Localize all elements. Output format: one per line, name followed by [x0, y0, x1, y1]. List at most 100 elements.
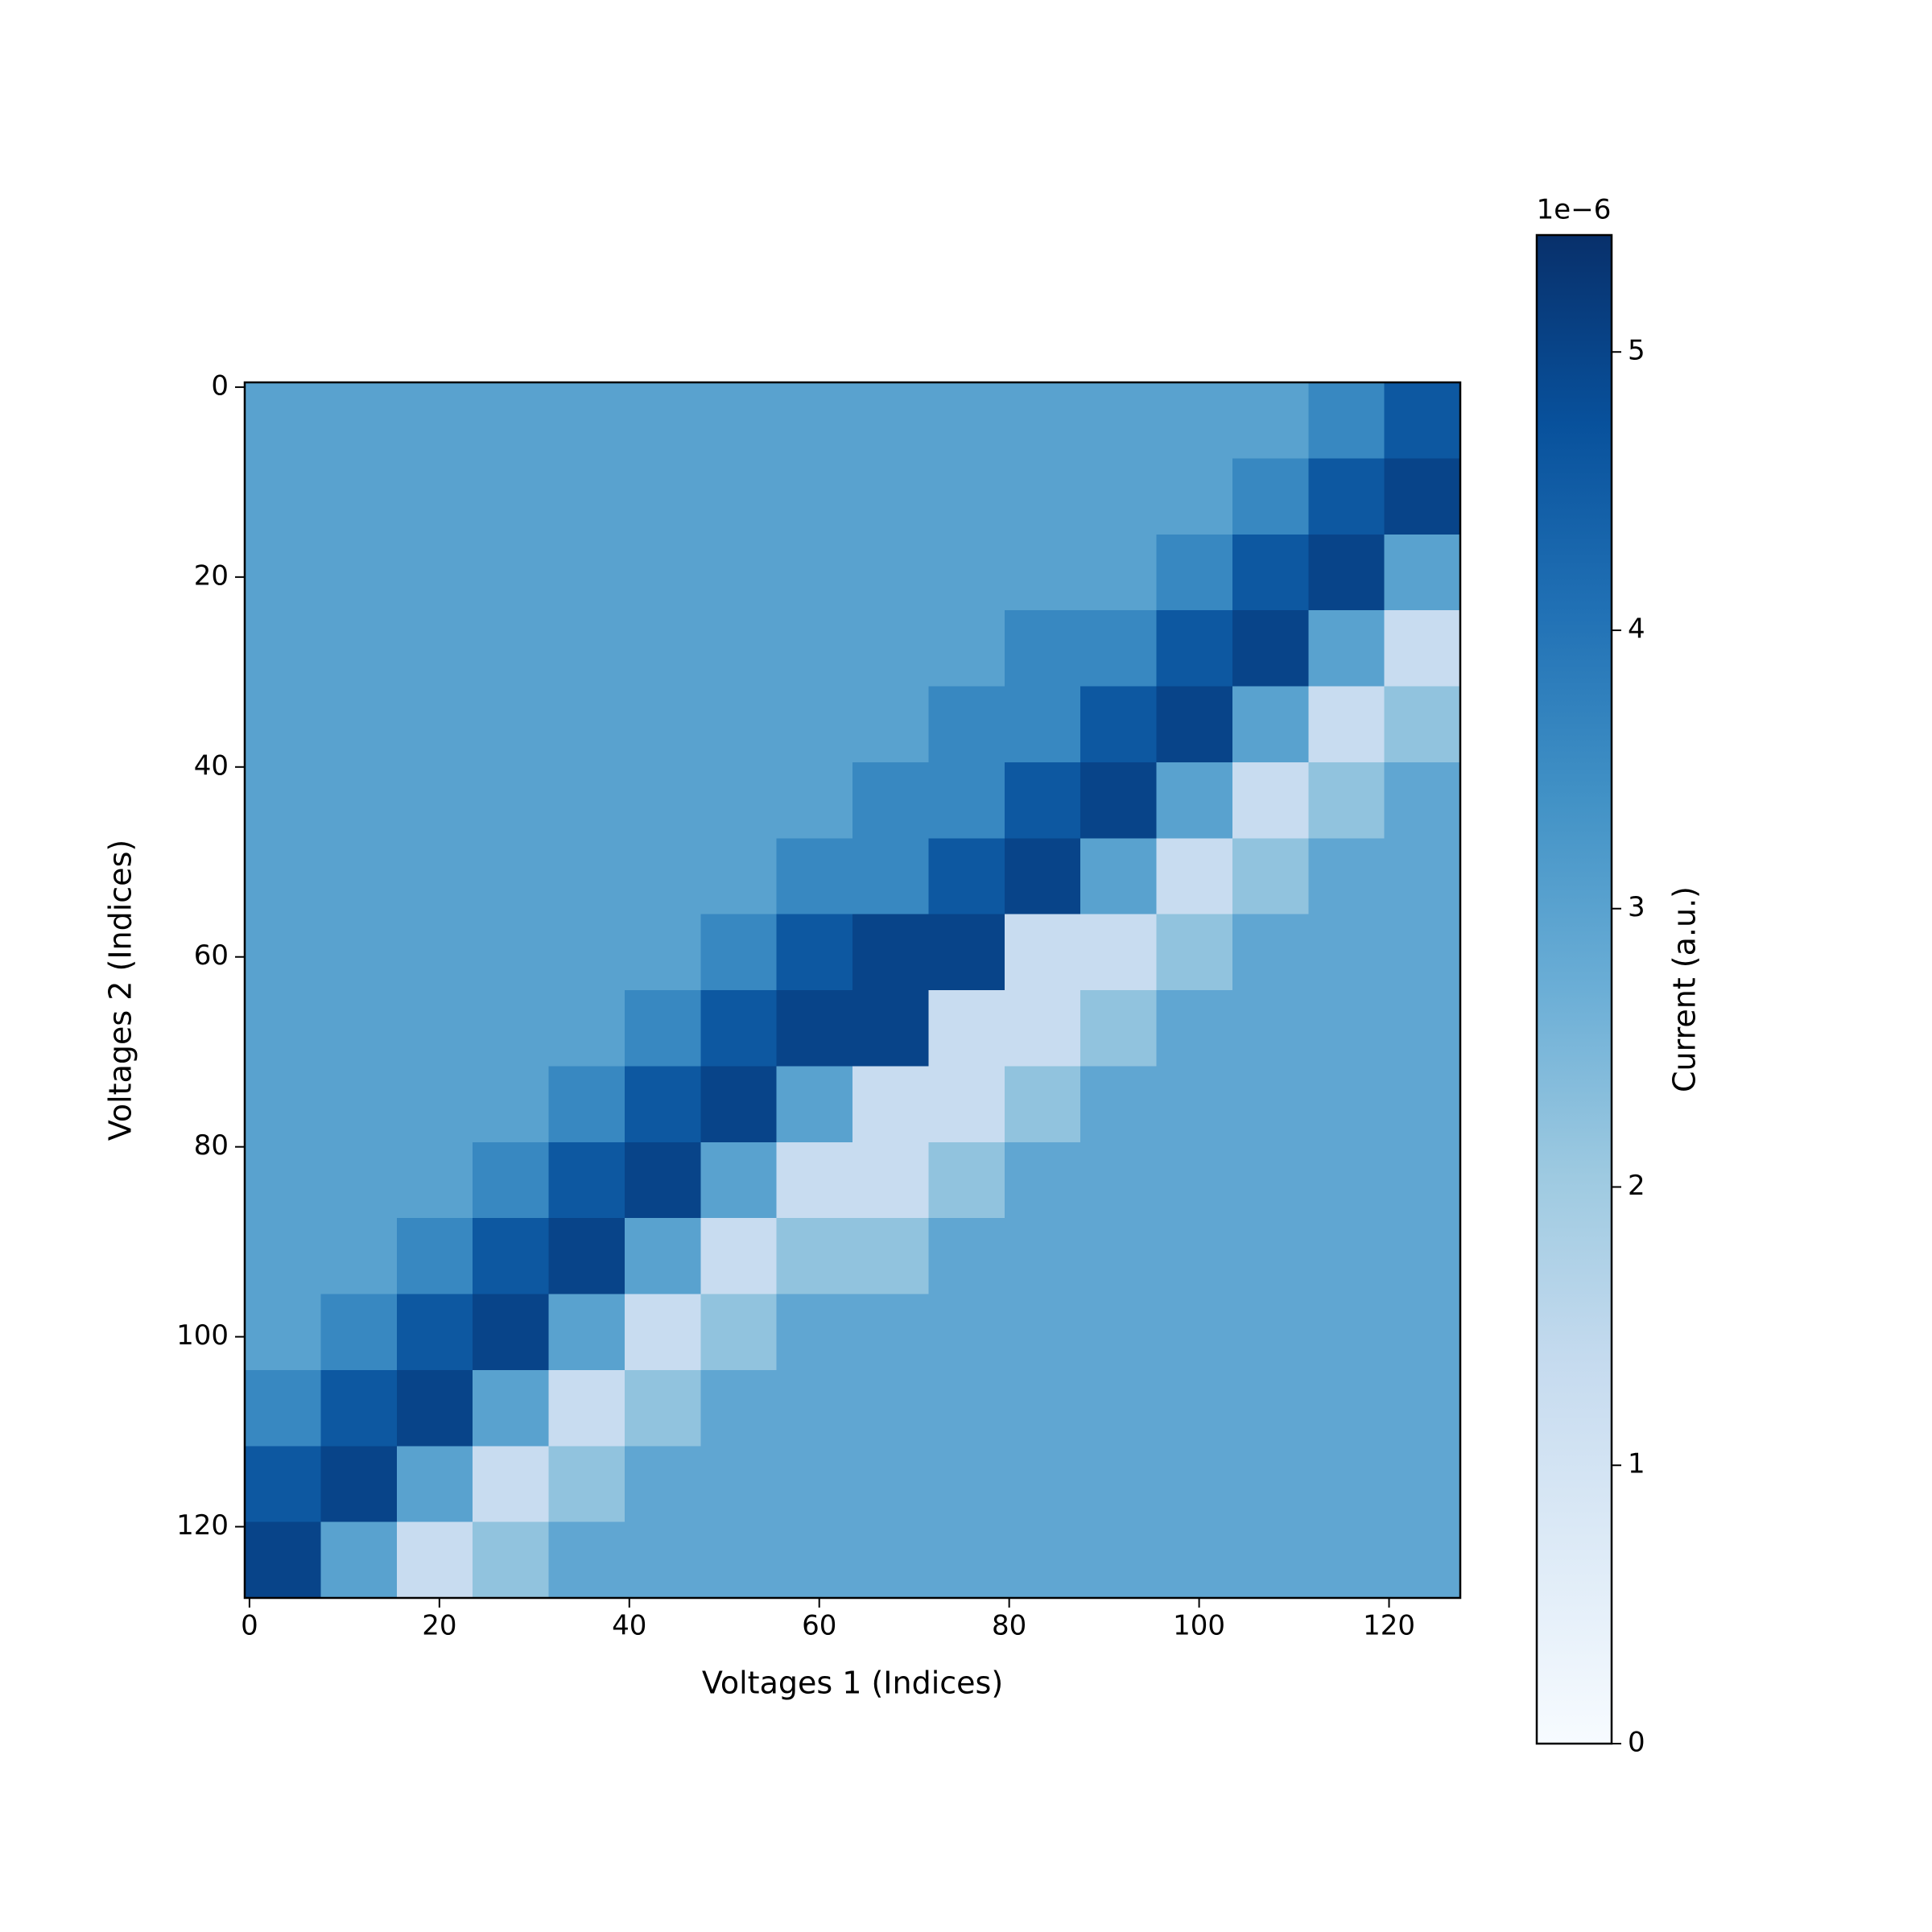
heatmap-cell	[396, 686, 473, 763]
heatmap-cell	[473, 1521, 550, 1599]
heatmap-cell	[624, 382, 701, 459]
heatmap-cell	[1080, 1294, 1158, 1371]
heatmap-cell	[928, 990, 1005, 1067]
heatmap-cell	[852, 686, 929, 763]
heatmap-cell	[548, 1369, 625, 1447]
heatmap-cell	[776, 1141, 853, 1219]
heatmap	[245, 382, 1461, 1599]
heatmap-cell	[1232, 1369, 1309, 1447]
heatmap-cell	[700, 610, 778, 687]
heatmap-cell	[852, 838, 929, 915]
heatmap-cell	[548, 382, 625, 459]
heatmap-cell	[700, 990, 778, 1067]
heatmap-cell	[548, 1294, 625, 1371]
heatmap-cell	[1232, 990, 1309, 1067]
heatmap-cell	[1384, 762, 1461, 839]
heatmap-cell	[1384, 838, 1461, 915]
heatmap-cell	[700, 1294, 778, 1371]
heatmap-cell	[548, 610, 625, 687]
heatmap-cell	[1384, 1218, 1461, 1295]
heatmap-cell	[700, 1521, 778, 1599]
heatmap-cell	[1156, 762, 1233, 839]
heatmap-cell	[396, 610, 473, 687]
heatmap-cell	[1232, 686, 1309, 763]
heatmap-cell	[1004, 1218, 1081, 1295]
heatmap-cell	[776, 990, 853, 1067]
heatmap-cell	[1080, 990, 1158, 1067]
heatmap-cell	[852, 1369, 929, 1447]
heatmap-cell	[852, 1218, 929, 1295]
heatmap-cell	[624, 534, 701, 611]
heatmap-cell	[320, 1066, 398, 1143]
heatmap-cell	[1156, 1294, 1233, 1371]
heatmap-cell	[776, 914, 853, 991]
heatmap-cell	[548, 990, 625, 1067]
heatmap-cell	[320, 610, 398, 687]
heatmap-cell	[320, 990, 398, 1067]
heatmap-cell	[396, 458, 473, 535]
heatmap-cell	[1156, 838, 1233, 915]
heatmap-cell	[1004, 990, 1081, 1067]
heatmap-cell	[852, 1066, 929, 1143]
heatmap-cell	[852, 1446, 929, 1523]
heatmap-cell	[700, 382, 778, 459]
y-tick-label: 80	[194, 1129, 229, 1162]
heatmap-cell	[928, 762, 1005, 839]
heatmap-cell	[473, 534, 550, 611]
heatmap-cell	[1308, 914, 1385, 991]
colorbar-tick-label: 5	[1628, 335, 1645, 367]
heatmap-cell	[396, 382, 473, 459]
colorbar-tick-label: 1	[1628, 1448, 1645, 1480]
heatmap-cell	[396, 838, 473, 915]
heatmap-cell	[776, 1446, 853, 1523]
heatmap-cell	[1080, 1446, 1158, 1523]
heatmap-cell	[245, 1066, 321, 1143]
heatmap-cell	[624, 458, 701, 535]
heatmap-cell	[1004, 762, 1081, 839]
heatmap-cell	[245, 914, 321, 991]
heatmap-cell	[624, 762, 701, 839]
x-axis-label: Voltages 1 (Indices)	[702, 1666, 1003, 1701]
y-axis-label: Voltages 2 (Indices)	[103, 840, 138, 1141]
heatmap-cell	[1384, 686, 1461, 763]
heatmap-cell	[852, 1294, 929, 1371]
heatmap-cell	[700, 1218, 778, 1295]
heatmap-cell	[776, 762, 853, 839]
heatmap-cell	[548, 458, 625, 535]
heatmap-cell	[548, 838, 625, 915]
heatmap-cell	[852, 914, 929, 991]
heatmap-cell	[320, 1446, 398, 1523]
x-tick-label: 120	[1363, 1610, 1415, 1642]
heatmap-cell	[624, 1066, 701, 1143]
heatmap-cell	[852, 990, 929, 1067]
colorbar-tick-label: 3	[1628, 891, 1645, 923]
heatmap-cell	[1308, 1369, 1385, 1447]
heatmap-cell	[473, 1369, 550, 1447]
heatmap-cell	[320, 838, 398, 915]
heatmap-cell	[1232, 1446, 1309, 1523]
heatmap-cell	[700, 1446, 778, 1523]
colorbar	[1535, 233, 1613, 1745]
heatmap-cell	[245, 382, 321, 459]
heatmap-cell	[700, 838, 778, 915]
heatmap-cell	[776, 1218, 853, 1295]
heatmap-cell	[548, 1446, 625, 1523]
heatmap-cell	[245, 686, 321, 763]
heatmap-cell	[245, 458, 321, 535]
heatmap-cell	[320, 1521, 398, 1599]
heatmap-cell	[700, 458, 778, 535]
heatmap-cell	[1004, 382, 1081, 459]
heatmap-cell	[700, 1141, 778, 1219]
heatmap-cell	[1004, 610, 1081, 687]
heatmap-cell	[1308, 1141, 1385, 1219]
heatmap-cell	[1232, 1521, 1309, 1599]
heatmap-cell	[1308, 686, 1385, 763]
heatmap-cell	[1080, 1066, 1158, 1143]
heatmap-cell	[473, 458, 550, 535]
heatmap-cell	[1080, 686, 1158, 763]
heatmap-cell	[700, 534, 778, 611]
heatmap-cell	[245, 1521, 321, 1599]
heatmap-cell	[473, 1066, 550, 1143]
heatmap-cell	[1004, 838, 1081, 915]
heatmap-cell	[700, 914, 778, 991]
